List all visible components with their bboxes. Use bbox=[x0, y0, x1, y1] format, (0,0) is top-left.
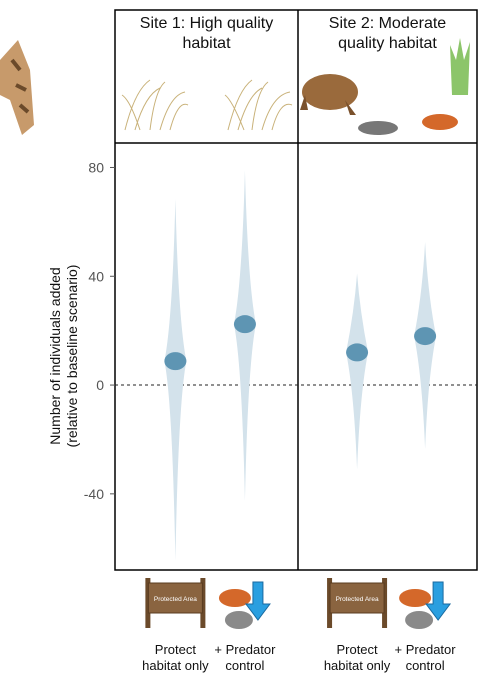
giraffe-image bbox=[0, 40, 34, 135]
panel-title: Site 2: Moderate quality habitat bbox=[304, 14, 471, 54]
predator-control-icon bbox=[219, 582, 270, 629]
x-tick-label: Protect habitat only bbox=[322, 642, 392, 674]
cat bbox=[225, 611, 253, 629]
protected-sign-icon: Protected Area bbox=[327, 578, 387, 628]
predator-control-icon bbox=[399, 582, 450, 629]
grass-image bbox=[122, 80, 292, 130]
panel-title: Site 1: High quality habitat bbox=[121, 14, 292, 54]
y-tick-label: 80 bbox=[88, 159, 104, 175]
y-tick-label: 40 bbox=[88, 268, 104, 284]
cat bbox=[405, 611, 433, 629]
x-tick-label: Protect habitat only bbox=[140, 642, 210, 674]
violin bbox=[346, 274, 368, 470]
chart: 80 40 0 -40 Number of individuals added(rela… bbox=[0, 0, 486, 698]
y-tick-label: -40 bbox=[84, 486, 104, 502]
mean-point bbox=[164, 352, 186, 370]
y-tick-label: 0 bbox=[96, 377, 104, 393]
x-tick-label: + Predator control bbox=[210, 642, 280, 674]
sign-text: Protected Area bbox=[336, 596, 379, 603]
violin bbox=[164, 199, 186, 561]
y-axis-label: (relative to baseline scenario) bbox=[64, 265, 80, 448]
sign-text: Protected Area bbox=[154, 596, 197, 603]
page: 80 40 0 -40 Number of individuals added(rela… bbox=[0, 0, 486, 698]
y-axis-label: Number of individuals added bbox=[47, 267, 63, 444]
protected-sign-icon: Protected Area bbox=[145, 578, 205, 628]
mean-point bbox=[234, 315, 256, 333]
violin bbox=[234, 170, 256, 501]
violin bbox=[414, 242, 436, 449]
mean-point bbox=[346, 343, 368, 361]
x-tick-label: + Predator control bbox=[390, 642, 460, 674]
mean-point bbox=[414, 327, 436, 345]
